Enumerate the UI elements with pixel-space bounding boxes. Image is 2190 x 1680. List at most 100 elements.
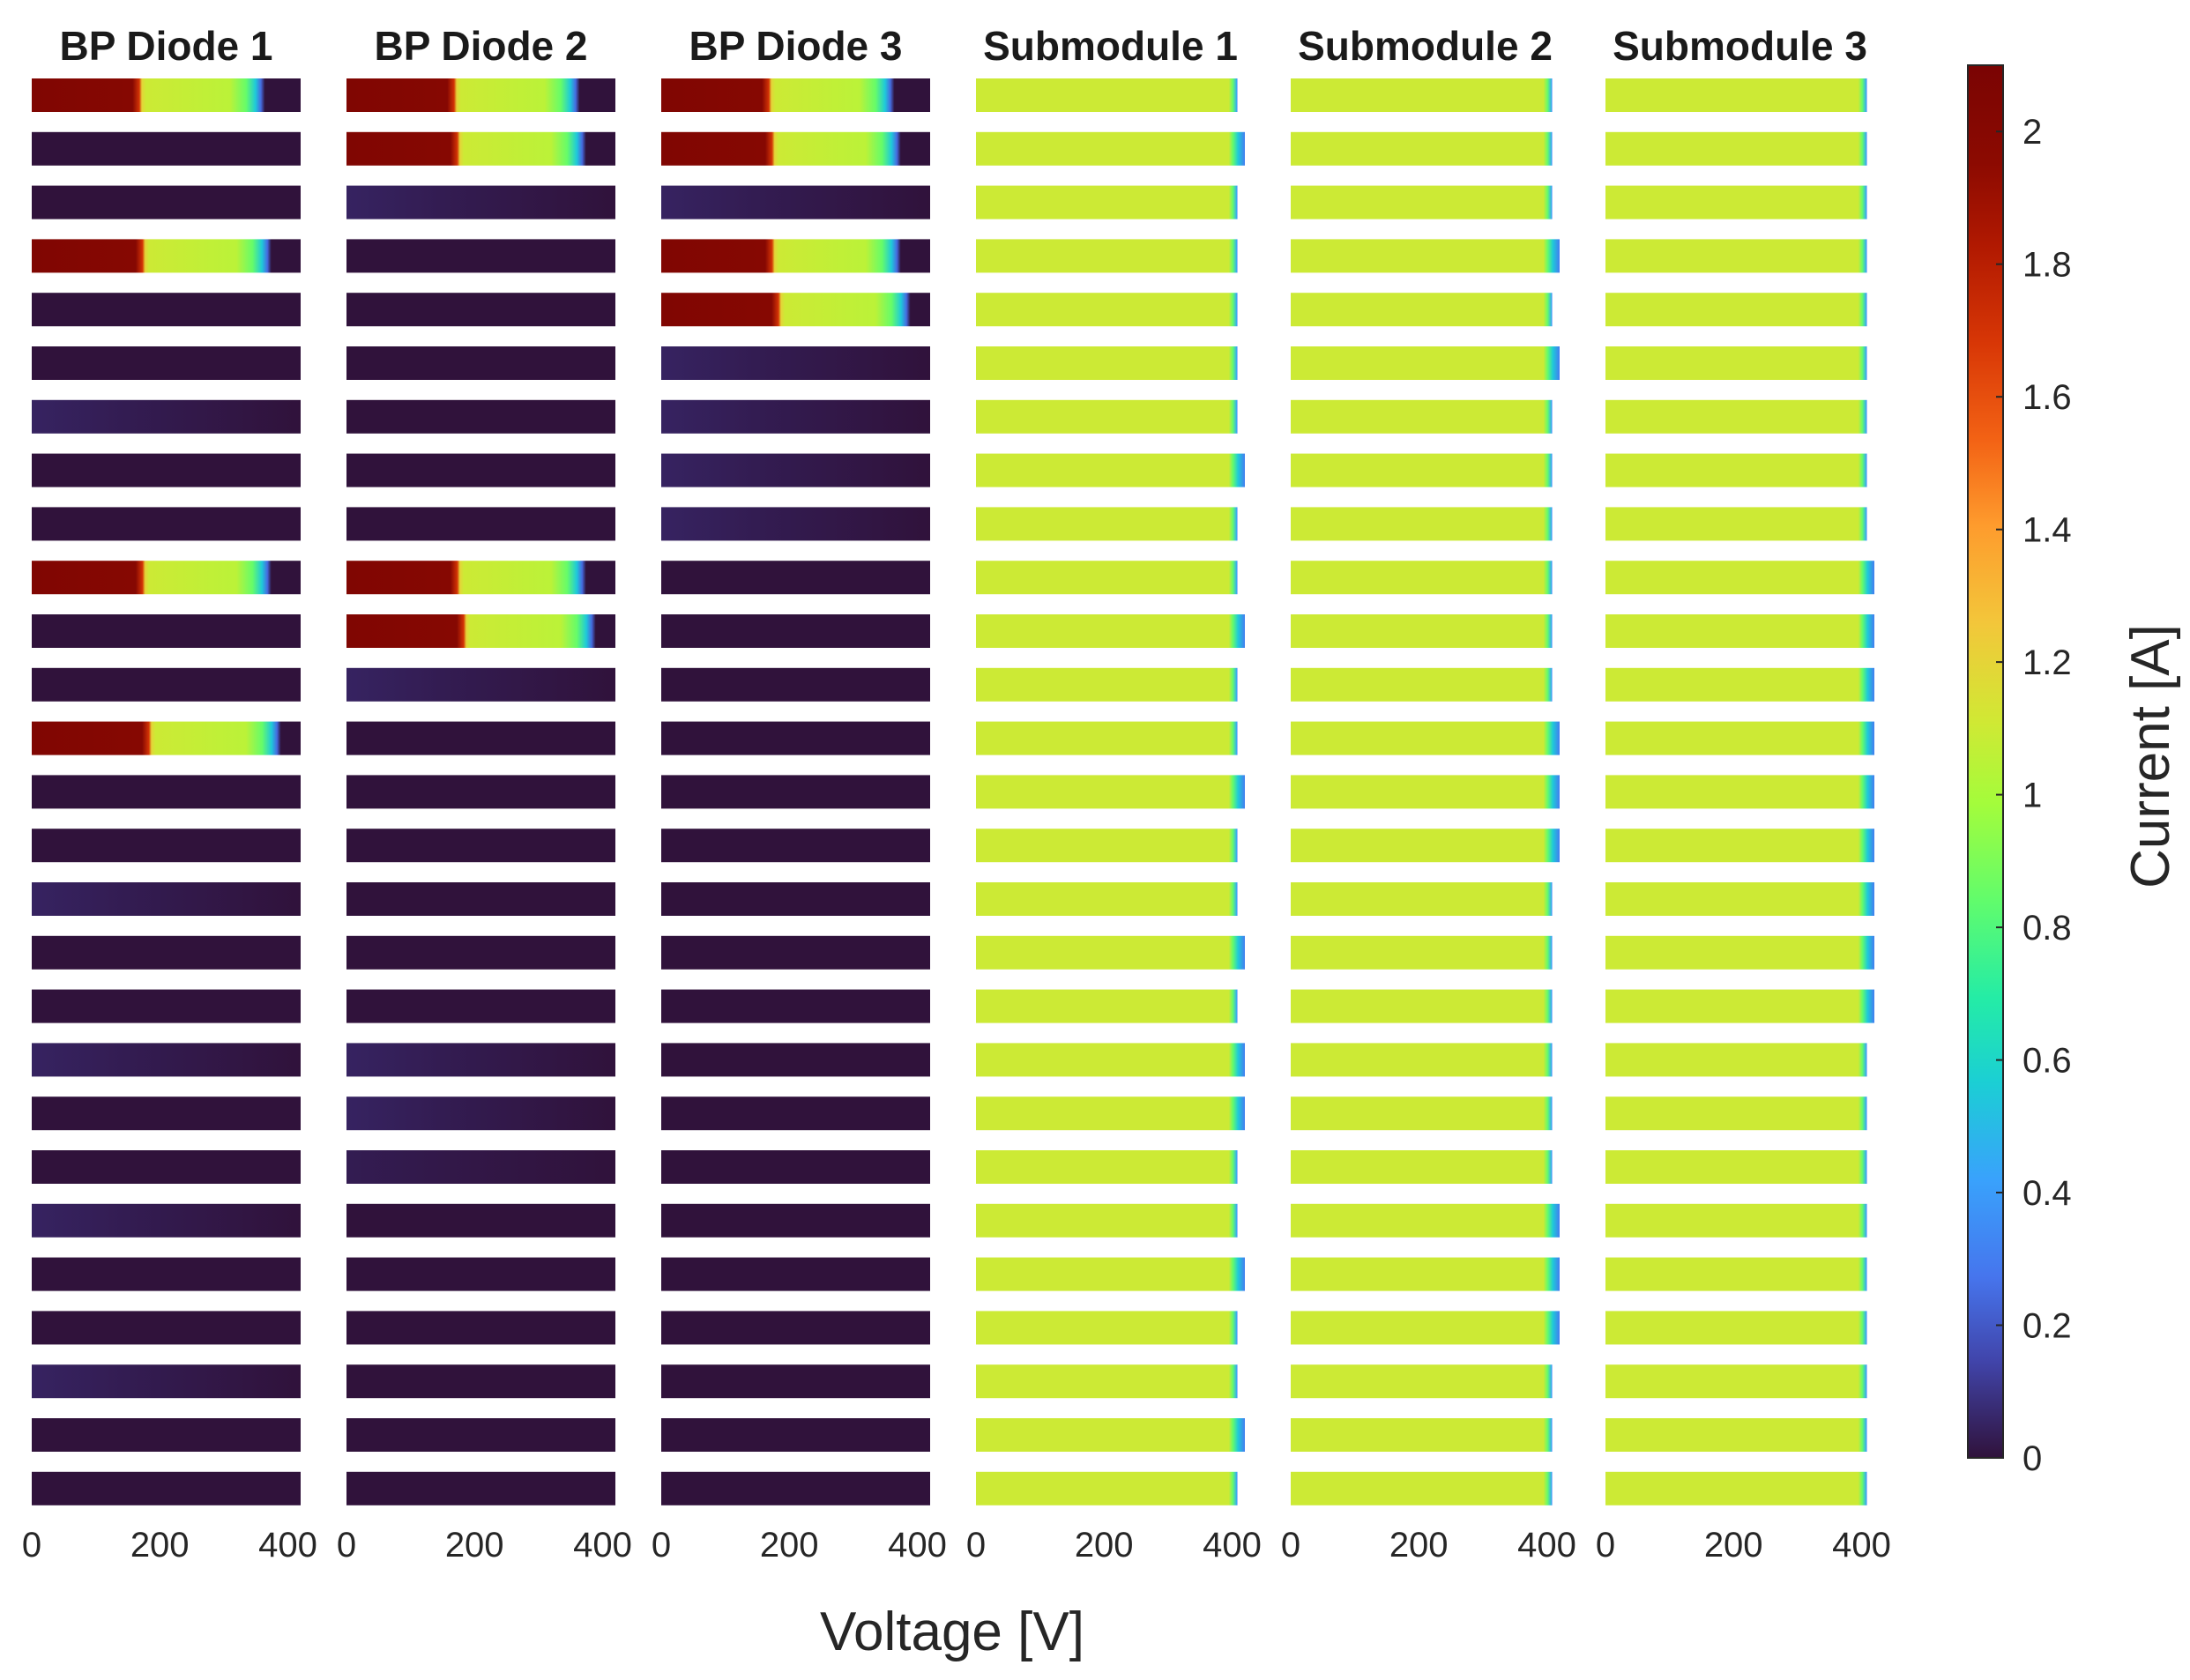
panel-6: Submodule 3 0 200 400 <box>1596 23 1891 1565</box>
heatmap-row <box>1291 78 1560 112</box>
heatmap-row <box>1605 399 1874 434</box>
heatmap-row <box>1291 1257 1560 1291</box>
heatmap-row <box>1291 775 1560 809</box>
heatmap-row <box>976 667 1245 702</box>
heatmap-row <box>976 239 1245 273</box>
heatmap-row <box>1605 507 1874 541</box>
heatmap-row <box>976 882 1245 916</box>
heatmap-row <box>1291 1096 1560 1131</box>
heatmap-row <box>661 507 930 541</box>
panel-title: Submodule 2 <box>1298 23 1553 69</box>
heatmap-row <box>346 667 615 702</box>
heatmap-row <box>32 1471 301 1505</box>
heatmap-row <box>661 346 930 380</box>
heatmap-row <box>661 1364 930 1399</box>
heatmap-row <box>976 614 1245 648</box>
heatmap-row <box>1605 882 1874 916</box>
heatmap-row <box>976 561 1245 595</box>
heatmap-row <box>661 614 930 648</box>
heatmap-row <box>346 453 615 487</box>
panel-4: Submodule 1 0 200 400 <box>966 23 1262 1565</box>
heatmap-row <box>32 1043 301 1077</box>
heatmap-row <box>346 1471 615 1505</box>
heatmap-row <box>1291 1043 1560 1077</box>
heatmap-row <box>976 78 1245 112</box>
colorbar-tick-label: 1.6 <box>2022 378 2072 417</box>
colorbar-tick-label: 0.8 <box>2022 909 2072 948</box>
heatmap-row <box>1291 131 1560 166</box>
heatmap-row <box>346 399 615 434</box>
heatmap-row <box>1605 989 1874 1023</box>
heatmap-row <box>1605 239 1874 273</box>
panel-title: BP Diode 1 <box>60 23 273 69</box>
heatmap-row <box>661 1043 930 1077</box>
heatmap-row <box>32 935 301 970</box>
heatmap-row <box>661 131 930 166</box>
heatmap-row <box>32 1364 301 1399</box>
panel-title: BP Diode 3 <box>689 23 903 69</box>
x-tick-label: 400 <box>258 1526 317 1565</box>
heatmap-row <box>661 1150 930 1184</box>
heatmap-row <box>661 935 930 970</box>
heatmap-row <box>661 721 930 755</box>
x-tick-label: 0 <box>1596 1526 1615 1565</box>
heatmap-row <box>346 1257 615 1291</box>
heatmap-row <box>1605 1096 1874 1131</box>
heatmap-row <box>1291 185 1560 219</box>
heatmap-row <box>976 721 1245 755</box>
heatmap-row <box>346 293 615 327</box>
heatmap-row <box>976 1150 1245 1184</box>
heatmap-row <box>1291 829 1560 863</box>
heatmap-row <box>1291 293 1560 327</box>
heatmap-row <box>1605 1418 1874 1452</box>
heatmap-row <box>661 829 930 863</box>
heatmap-row <box>32 614 301 648</box>
heatmap-row <box>346 1203 615 1238</box>
heatmap-row <box>1291 453 1560 487</box>
heatmap-row <box>1291 667 1560 702</box>
heatmap-row <box>1605 346 1874 380</box>
heatmap-row <box>32 1257 301 1291</box>
heatmap-row <box>976 346 1245 380</box>
heatmap-row <box>32 1150 301 1184</box>
x-tick-label: 200 <box>1704 1526 1763 1565</box>
heatmap-row <box>346 1311 615 1345</box>
heatmap-row <box>32 989 301 1023</box>
colorbar-tick-label: 0 <box>2022 1439 2042 1478</box>
heatmap-row <box>661 561 930 595</box>
heatmap-row <box>976 1364 1245 1399</box>
heatmap-row <box>976 131 1245 166</box>
colorbar-tick-label: 1 <box>2022 777 2042 815</box>
colorbar-tick-label: 1.4 <box>2022 511 2072 550</box>
heatmap-row <box>1605 131 1874 166</box>
heatmap-row <box>661 399 930 434</box>
heatmap-row <box>1291 1150 1560 1184</box>
heatmap-row <box>976 1096 1245 1131</box>
heatmap-row <box>661 1203 930 1238</box>
heatmap-row <box>661 185 930 219</box>
panel-title: Submodule 3 <box>1613 23 1867 69</box>
colorbar-tick-label: 1.8 <box>2022 246 2072 285</box>
x-tick-label: 200 <box>445 1526 504 1565</box>
heatmap-row <box>346 239 615 273</box>
heatmap-row <box>976 829 1245 863</box>
heatmap-row <box>346 78 615 112</box>
heatmap-row <box>1291 346 1560 380</box>
heatmap-row <box>976 399 1245 434</box>
heatmap-row <box>661 1418 930 1452</box>
panel-1: BP Diode 1 0 200 400 <box>22 23 317 1565</box>
heatmap-row <box>346 614 615 648</box>
heatmap-row <box>32 131 301 166</box>
heatmap-row <box>1291 1203 1560 1238</box>
heatmap-row <box>661 239 930 273</box>
heatmap-row <box>976 453 1245 487</box>
panel-3: BP Diode 3 0 200 400 <box>652 23 947 1565</box>
heatmap-row <box>976 1311 1245 1345</box>
heatmap-row <box>1291 1471 1560 1505</box>
heatmap-row <box>976 1203 1245 1238</box>
heatmap-row <box>1605 561 1874 595</box>
heatmap-row <box>661 989 930 1023</box>
heatmap-row <box>1605 185 1874 219</box>
heatmap-row <box>976 989 1245 1023</box>
